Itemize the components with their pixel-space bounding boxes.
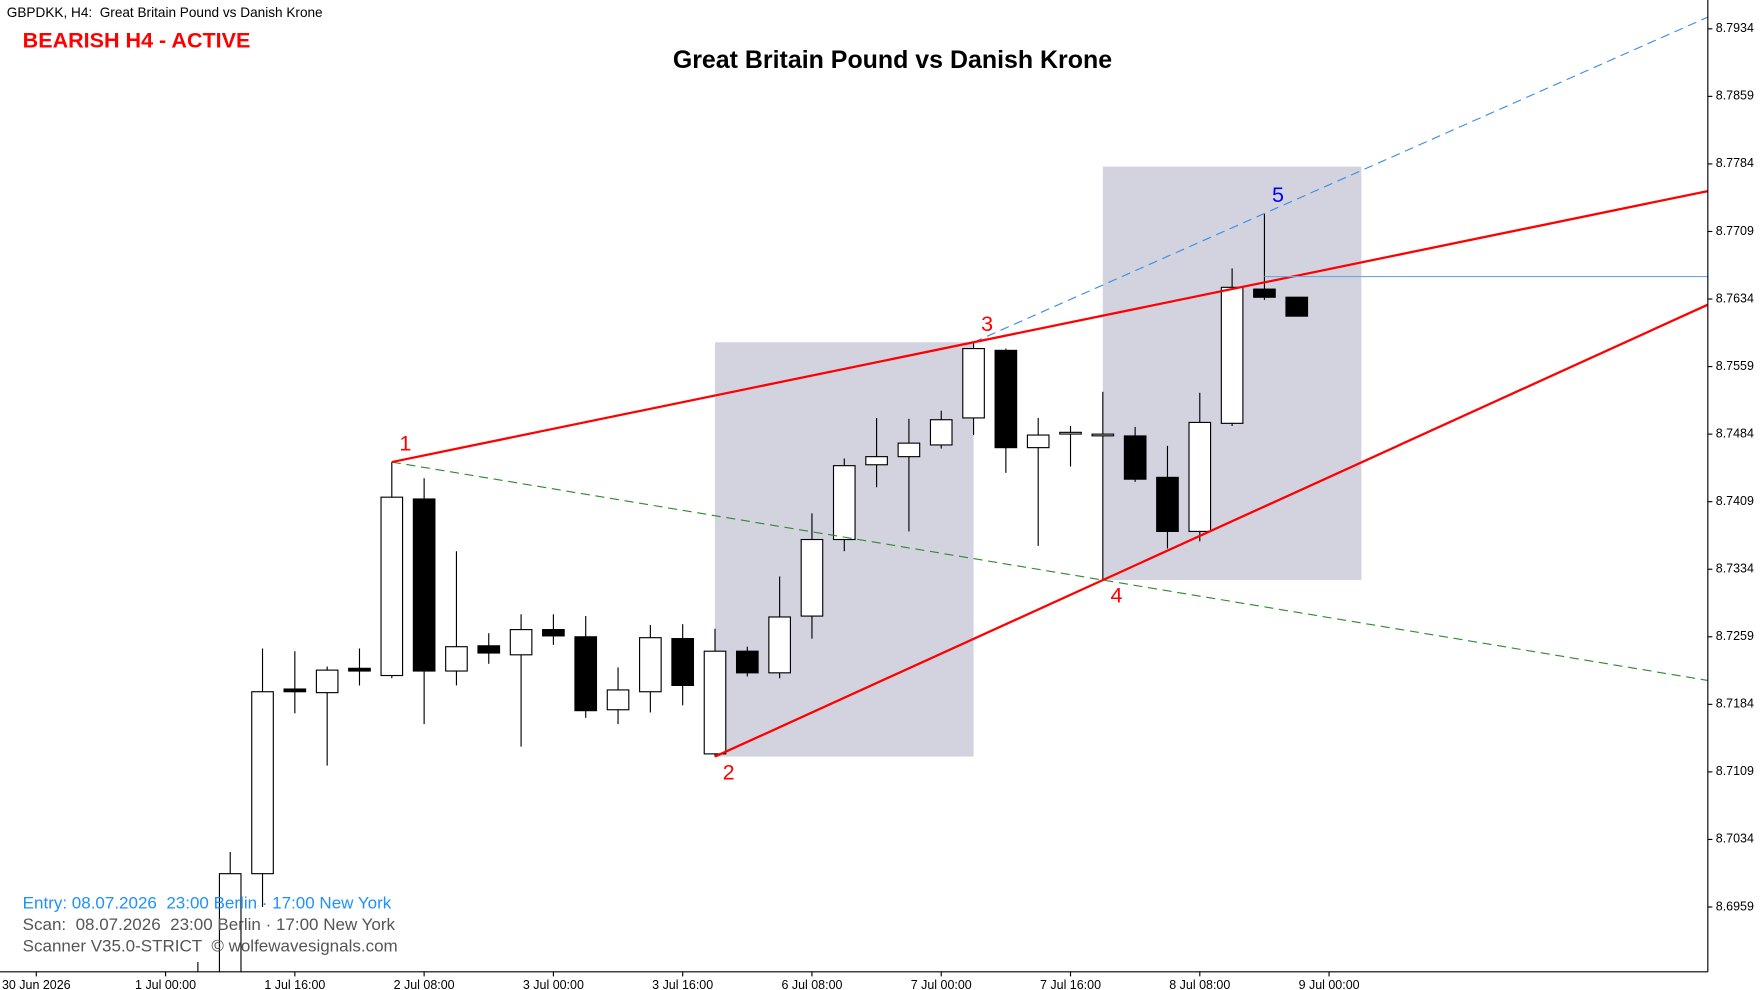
candle-body [832,465,856,541]
y-tick-label: 8.7559 [1716,359,1754,373]
x-tick-label: 6 Jul 08:00 [781,978,842,990]
candle-body [929,419,953,446]
candle-body [412,498,436,672]
x-tick-label: 1 Jul 16:00 [264,978,325,990]
candle-body [639,637,662,693]
wave-point-label: 2 [723,760,735,784]
candle-body [1059,431,1082,435]
y-tick-label: 8.7109 [1716,764,1754,778]
scanner-info: Scanner V35.0-STRICT © wolfewavesignals.… [23,936,398,955]
candle-body [348,667,371,672]
candle-body [283,688,307,693]
candle-body [897,442,921,458]
candle-body [509,629,533,656]
wave-lines [391,16,1708,758]
candle-body [315,669,339,694]
candle-body [574,636,598,712]
line-1-3 [391,189,1708,464]
candle-body [542,629,565,637]
candle-body [962,348,985,419]
x-tick-label: 3 Jul 00:00 [523,978,584,990]
candle-body [445,646,468,672]
candle-body [477,645,501,654]
y-tick-label: 8.7784 [1716,156,1754,170]
candles [197,213,1309,972]
candle-body [218,873,242,972]
candle-body [251,691,274,875]
candle-body [380,496,404,677]
wave-point-label: 5 [1272,183,1284,207]
candle-body [1026,434,1050,449]
line-1-4 [391,461,1708,682]
candle-body [1188,421,1212,532]
x-tick-label: 7 Jul 16:00 [1040,978,1101,990]
candle-body [1091,433,1115,437]
x-tick-label: 8 Jul 08:00 [1169,978,1230,990]
line-2-4 [714,303,1708,758]
status-label: BEARISH H4 - ACTIVE [23,29,251,53]
y-tick-label: 8.7184 [1716,697,1754,711]
y-tick-label: 8.7934 [1716,21,1754,35]
y-tick-label: 8.7859 [1716,89,1754,103]
symbol-header: GBPDKK, H4: Great Britain Pound vs Danis… [7,5,323,20]
candle-body [1156,476,1179,532]
y-tick-label: 8.7259 [1716,629,1754,643]
entry-info: Entry: 08.07.2026 23:00 Berlin · 17:00 N… [23,893,392,912]
x-tick-label: 3 Jul 16:00 [652,978,713,990]
candle-body [1253,288,1276,298]
scan-info: Scan: 08.07.2026 23:00 Berlin · 17:00 Ne… [23,915,396,934]
wave-point-label: 4 [1110,584,1122,608]
candle-body [703,650,727,755]
candle-body [1285,296,1309,317]
candle-body [865,456,888,466]
y-tick-label: 8.7409 [1716,494,1754,508]
y-tick-label: 8.7034 [1716,832,1754,846]
line-3-5 [973,16,1708,343]
x-tick-label: 2 Jul 08:00 [394,978,455,990]
x-tick-label: 9 Jul 00:00 [1299,978,1360,990]
chart-title: Great Britain Pound vs Danish Krone [673,46,1112,74]
candle-body [994,349,1018,449]
wave-point-label: 1 [399,432,411,456]
candle-body [606,689,630,711]
candle-body [1220,286,1244,424]
x-tick-label: 7 Jul 00:00 [911,978,972,990]
candle-body [1123,435,1147,480]
wave-point-label: 3 [981,312,993,336]
candle-body [735,650,759,674]
y-tick-label: 8.7334 [1716,562,1754,576]
candle-body [800,538,824,617]
candle-body [671,638,695,686]
candle-body [768,616,791,674]
y-tick-label: 8.7484 [1716,426,1754,440]
y-tick-label: 8.7709 [1716,224,1754,238]
y-tick-label: 8.6959 [1716,899,1754,913]
x-tick-label: 30 Jun 2026 [2,978,71,990]
x-tick-label: 1 Jul 00:00 [135,978,196,990]
y-tick-label: 8.7634 [1716,291,1754,305]
